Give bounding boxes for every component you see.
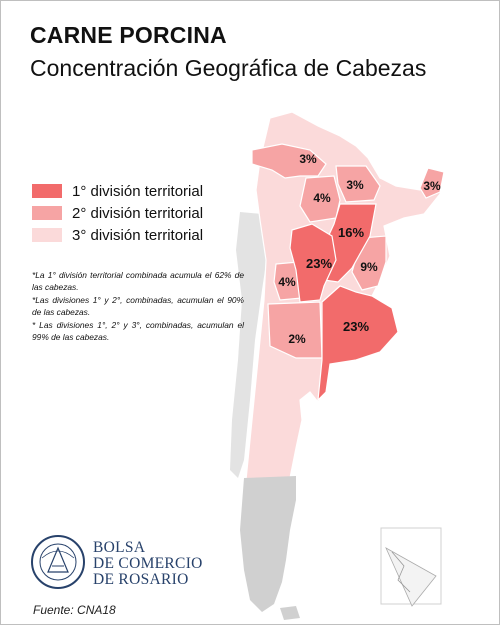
map-legend: 1° división territorial 2° división terr… (32, 180, 203, 246)
logo-line-2: DE COMERCIO (93, 555, 203, 572)
legend-label-tier2: 2° división territorial (72, 204, 204, 222)
label-la-pampa: 2% (288, 332, 306, 346)
note-2: *Las divisiones 1° y 2°, combinadas, acu… (32, 295, 244, 317)
legend-item-tier1: 1° división territorial (32, 180, 203, 202)
notes: *La 1° división territorial combinada ac… (32, 269, 244, 344)
chile-region (230, 212, 268, 478)
legend-item-tier2: 2° división territorial (32, 202, 203, 224)
label-chaco: 3% (346, 178, 364, 192)
legend-label-tier3: 3° división territorial (72, 226, 204, 244)
label-misiones: 3% (423, 179, 441, 193)
region-chaco (335, 165, 381, 203)
label-buenos-aires: 23% (343, 319, 369, 334)
region-buenos-aires (317, 285, 399, 402)
legend-swatch-tier1 (32, 184, 62, 198)
label-entre-rios: 9% (360, 260, 378, 274)
region-cordoba (289, 223, 337, 303)
source-note: Fuente: CNA18 (33, 603, 116, 617)
label-san-luis: 4% (278, 275, 296, 289)
note-1: *La 1° división territorial combinada ac… (32, 270, 244, 292)
bcr-seal-logo (31, 535, 85, 589)
label-santiago: 4% (313, 191, 331, 205)
page-title: CARNE PORCINA (30, 22, 227, 48)
legend-label-tier1: 1° división territorial (72, 182, 204, 200)
label-cordoba: 23% (306, 256, 332, 271)
label-salta-jujuy: 3% (299, 152, 317, 166)
legend-item-tier3: 3° división territorial (32, 224, 203, 246)
legend-swatch-tier3 (32, 228, 62, 242)
logo-line-3: DE ROSARIO (93, 571, 189, 588)
region-misiones (419, 167, 445, 199)
antarctica-inset (380, 527, 442, 607)
inset-coast (391, 551, 411, 593)
note-3: * Las divisiones 1°, 2° y 3°, combinadas… (32, 320, 244, 342)
nodata-south (240, 476, 296, 612)
logo-text: BOLSA DE COMERCIO DE ROSARIO (93, 540, 203, 588)
region-la-pampa (267, 301, 323, 359)
legend-swatch-tier2 (32, 206, 62, 220)
logo-line-1: BOLSA (93, 539, 146, 556)
page-subtitle: Concentración Geográfica de Cabezas (30, 55, 427, 81)
nodata-tdf (280, 606, 300, 620)
region-salta-jujuy (251, 143, 327, 179)
label-santa-fe: 16% (338, 225, 364, 240)
